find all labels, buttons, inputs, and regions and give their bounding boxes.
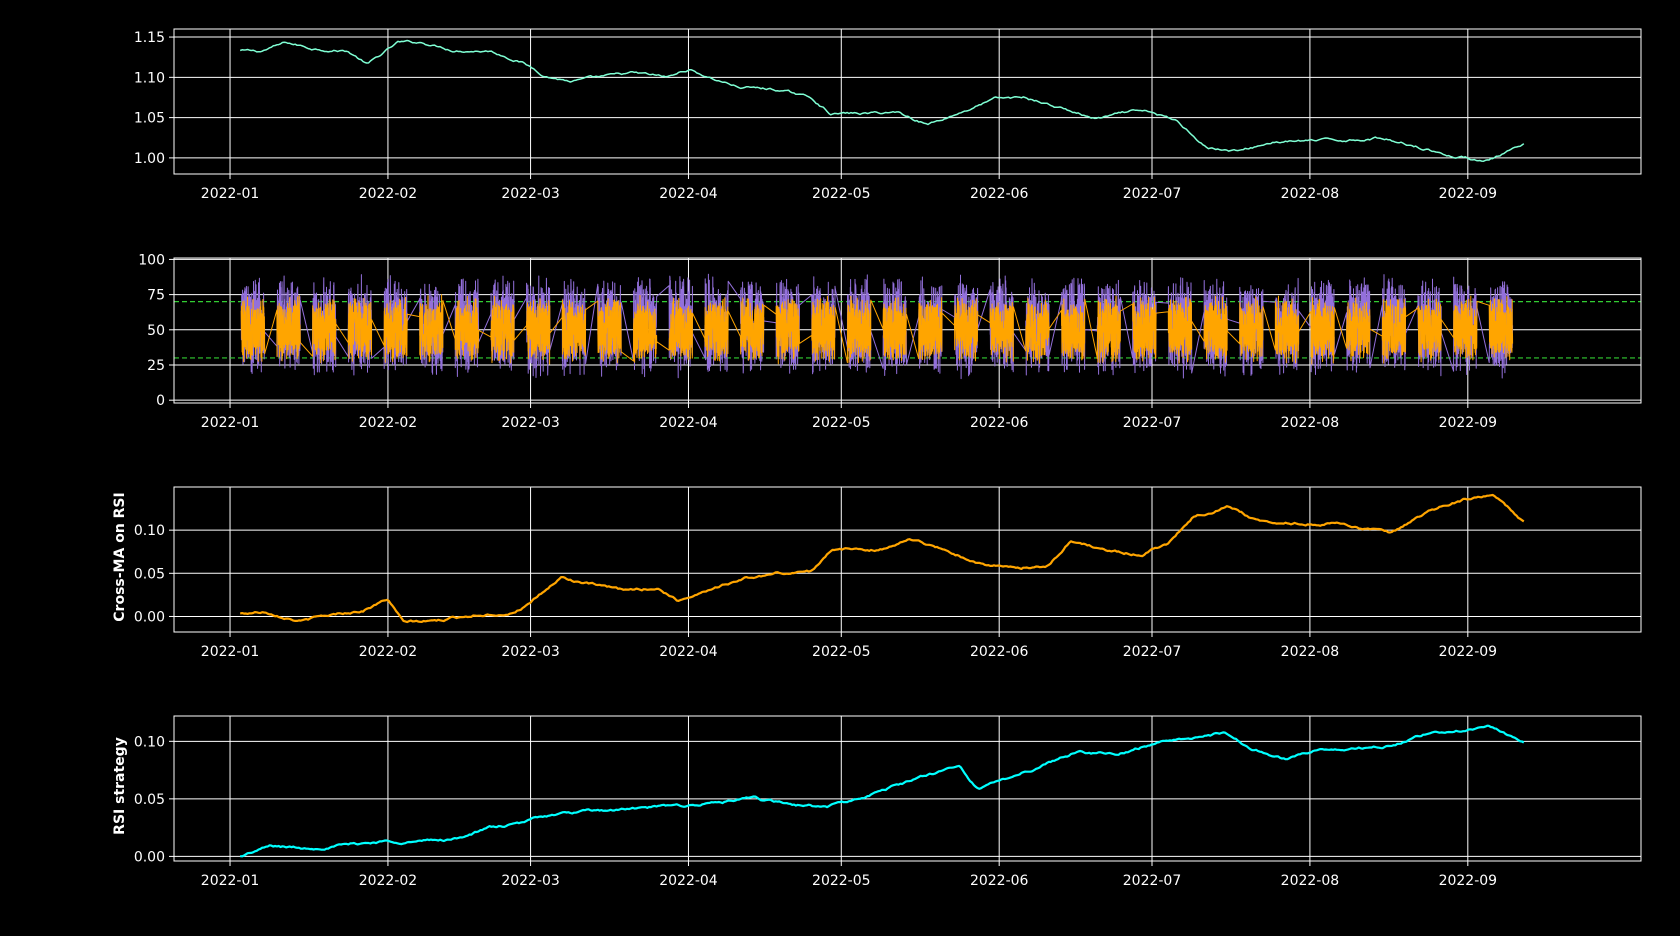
- rsi-strategy-xtick-label: 2022-06: [970, 873, 1029, 889]
- rsi-strategy-panel-frame: [173, 715, 1642, 862]
- cross-ma-xtick-label: 2022-02: [359, 644, 418, 660]
- price-xtick-label: 2022-04: [659, 186, 718, 202]
- cross-ma-series-line: [239, 493, 1525, 624]
- rsi-xtick-label: 2022-09: [1439, 415, 1498, 431]
- cross-ma-xtick-label: 2022-09: [1439, 644, 1498, 660]
- cross-ma-ytick-label: 0.10: [134, 523, 165, 539]
- rsi-strategy-series-line: [240, 724, 1525, 858]
- rsi-xtick-label: 2022-04: [659, 415, 718, 431]
- price-xtick-label: 2022-06: [970, 186, 1029, 202]
- price-ytick-label: 1.10: [134, 70, 165, 86]
- rsi-ytick-label: 50: [147, 323, 165, 339]
- rsi-xtick-label: 2022-08: [1281, 415, 1340, 431]
- rsi-strategy-ytick-label: 0.10: [134, 734, 165, 750]
- rsi-strategy-xtick-label: 2022-05: [812, 873, 871, 889]
- cross-ma-panel-frame: [173, 486, 1642, 633]
- price-ytick-label: 1.00: [134, 151, 165, 167]
- rsi-ytick-label: 0: [156, 393, 165, 409]
- rsi-xtick-label: 2022-05: [812, 415, 871, 431]
- cross-ma-xtick-label: 2022-03: [501, 644, 560, 660]
- cross-ma-xtick-label: 2022-08: [1281, 644, 1340, 660]
- rsi-series-line: [240, 294, 1514, 365]
- rsi-strategy-ytick-label: 0.05: [134, 792, 165, 808]
- price-panel: 2022-01 2022-02 2022-03 2022-04 2022-05 2022-…: [134, 28, 1642, 202]
- rsi-panel-frame: [173, 257, 1642, 404]
- cross-ma-xtick-label: 2022-06: [970, 644, 1029, 660]
- rsi-ytick-label: 75: [147, 288, 165, 304]
- price-series-line: [239, 39, 1525, 162]
- rsi-strategy-ytick-label: 0.00: [134, 849, 165, 865]
- rsi-strategy-xtick-label: 2022-08: [1281, 873, 1340, 889]
- price-xtick-label: 2022-08: [1281, 186, 1340, 202]
- rsi-strategy-xtick-label: 2022-04: [659, 873, 718, 889]
- cross-ma-ytick-label: 0.00: [134, 609, 165, 625]
- cross-ma-xtick-label: 2022-07: [1123, 644, 1182, 660]
- rsi-xtick-label: 2022-02: [359, 415, 418, 431]
- rsi-strategy-xtick-label: 2022-01: [201, 873, 260, 889]
- rsi-panel: 2022-01 2022-02 2022-03 2022-04 2022-05 2022-…: [138, 252, 1642, 431]
- rsi-strategy-xtick-label: 2022-03: [501, 873, 560, 889]
- rsi-xtick-label: 2022-03: [501, 415, 560, 431]
- price-xtick-label: 2022-03: [501, 186, 560, 202]
- price-xtick-label: 2022-02: [359, 186, 418, 202]
- rsi-strategy-xtick-label: 2022-02: [359, 873, 418, 889]
- rsi-strategy-xtick-label: 2022-09: [1439, 873, 1498, 889]
- rsi-strategy-panel: 2022-01 2022-02 2022-03 2022-04 2022-05 2022-…: [112, 715, 1642, 889]
- rsi-series-line: [240, 273, 1514, 380]
- cross-ma-ylabel: Cross-MA on RSI: [112, 492, 128, 621]
- rsi-strategy-ylabel: RSI strategy: [112, 737, 128, 835]
- rsi-ytick-label: 100: [138, 252, 165, 268]
- rsi-strategy-xtick-label: 2022-07: [1123, 873, 1182, 889]
- cross-ma-panel: 2022-01 2022-02 2022-03 2022-04 2022-05 2022-…: [112, 486, 1642, 660]
- price-xtick-label: 2022-01: [201, 186, 260, 202]
- price-xtick-label: 2022-09: [1439, 186, 1498, 202]
- cross-ma-xtick-label: 2022-04: [659, 644, 718, 660]
- price-xtick-label: 2022-07: [1123, 186, 1182, 202]
- price-xtick-label: 2022-05: [812, 186, 871, 202]
- price-ytick-label: 1.05: [134, 111, 165, 127]
- rsi-xtick-label: 2022-01: [201, 415, 260, 431]
- rsi-xtick-label: 2022-07: [1123, 415, 1182, 431]
- rsi-ytick-label: 25: [147, 358, 165, 374]
- cross-ma-xtick-label: 2022-01: [201, 644, 260, 660]
- rsi-xtick-label: 2022-06: [970, 415, 1029, 431]
- price-panel-frame: [173, 28, 1642, 175]
- cross-ma-ytick-label: 0.05: [134, 566, 165, 582]
- cross-ma-xtick-label: 2022-05: [812, 644, 871, 660]
- price-ytick-label: 1.15: [134, 30, 165, 46]
